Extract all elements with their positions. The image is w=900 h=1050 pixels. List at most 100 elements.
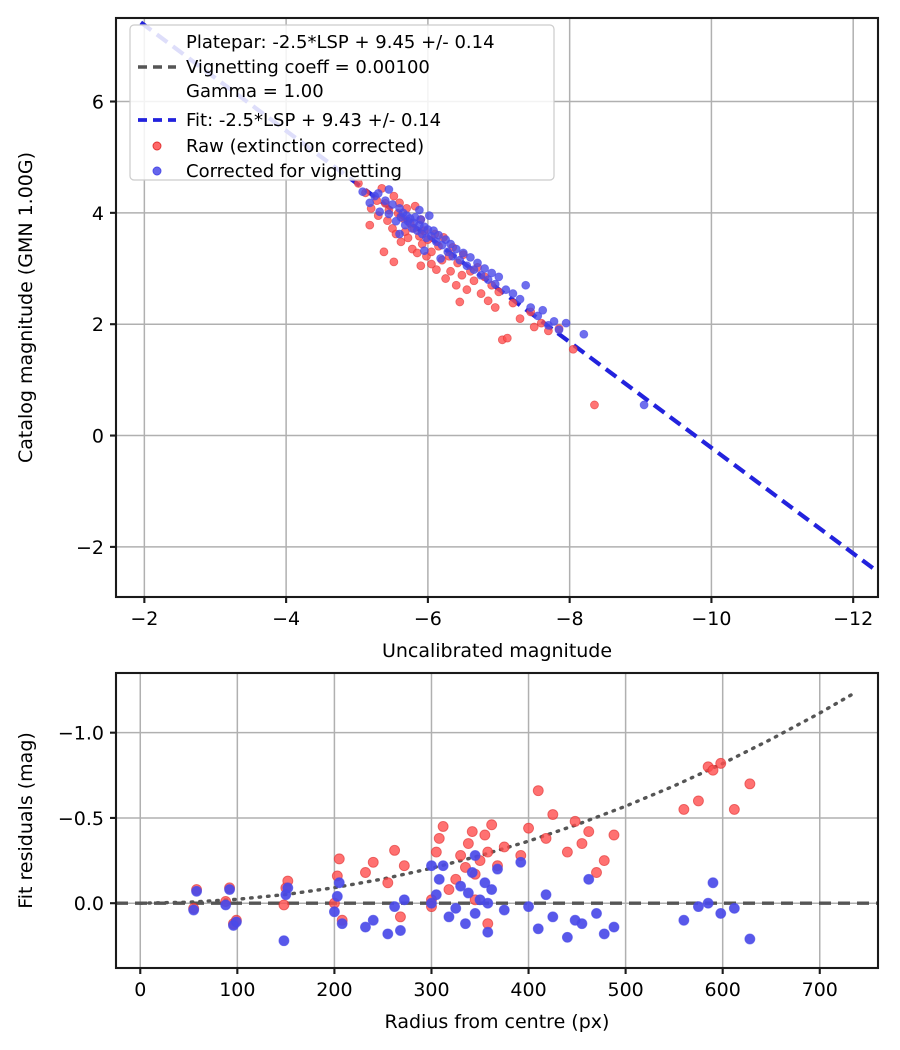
data-point: [336, 918, 348, 930]
data-point: [367, 856, 379, 868]
legend-marker-corrected-dot: [152, 166, 162, 176]
data-point: [469, 907, 481, 919]
main-xtick-label-1: −4: [272, 608, 300, 630]
data-point: [482, 897, 494, 909]
legend-label-2: Gamma = 1.00: [186, 81, 324, 102]
data-point: [498, 841, 510, 853]
data-point: [441, 274, 451, 283]
data-point: [188, 904, 200, 916]
data-point: [360, 867, 371, 878]
data-point: [515, 856, 527, 868]
data-point: [380, 196, 390, 206]
data-point: [398, 894, 410, 906]
data-point: [443, 884, 455, 896]
data-point: [389, 257, 399, 267]
data-point: [482, 926, 494, 938]
data-point: [579, 329, 589, 339]
data-point: [523, 822, 534, 834]
residuals-xlabel: Radius from centre (px): [385, 1011, 610, 1033]
res-xtick-label-2: 200: [316, 979, 352, 1001]
res-xtick-label-6: 600: [705, 979, 741, 1001]
data-point: [744, 933, 756, 945]
res-xtick-label-7: 700: [802, 979, 838, 1001]
data-point: [424, 211, 434, 221]
data-point: [384, 209, 394, 219]
residuals-scatter-corrected: [188, 850, 756, 947]
data-point: [521, 280, 531, 290]
data-point: [394, 911, 406, 923]
data-point: [373, 188, 383, 198]
data-point: [561, 931, 573, 943]
data-point: [702, 897, 714, 909]
data-point: [375, 207, 385, 217]
main-xtick-label-5: −12: [833, 608, 873, 630]
data-point: [492, 863, 503, 875]
data-point: [469, 276, 479, 286]
data-point: [540, 832, 552, 844]
data-point: [678, 914, 690, 926]
data-point: [508, 289, 518, 298]
data-point: [365, 198, 375, 208]
data-point: [462, 887, 474, 899]
data-point: [476, 270, 486, 280]
fit-line: [139, 20, 880, 574]
data-point: [455, 850, 467, 861]
data-point: [431, 265, 441, 275]
data-point: [446, 266, 455, 276]
data-point: [328, 906, 340, 918]
main-xtick-label-3: −8: [556, 608, 584, 630]
data-point: [398, 860, 410, 872]
data-point: [451, 280, 461, 290]
data-point: [278, 899, 290, 911]
data-point: [389, 191, 399, 201]
data-point: [501, 285, 511, 295]
data-point: [426, 897, 437, 909]
main-xtick-label-0: −2: [130, 608, 158, 630]
data-point: [278, 935, 290, 947]
data-point: [457, 270, 467, 280]
data-point: [576, 838, 588, 849]
main-legend: Platepar: -2.5*LSP + 9.45 +/- 0.14 Vignet…: [129, 24, 555, 182]
data-point: [394, 925, 406, 936]
data-point: [426, 860, 437, 872]
data-point: [483, 275, 493, 285]
data-point: [639, 400, 649, 410]
data-point: [476, 289, 486, 298]
data-point: [446, 239, 455, 249]
data-point: [598, 928, 610, 940]
data-point: [419, 246, 429, 256]
data-point: [382, 877, 394, 889]
res-ytick-label-1: −0.5: [58, 808, 104, 830]
main-ytick-label-1: 0: [92, 426, 104, 448]
res-xtick-label-4: 400: [510, 979, 546, 1001]
main-ytick-label-2: 2: [92, 314, 104, 336]
main-xlabel: Uncalibrated magnitude: [382, 640, 612, 662]
data-point: [473, 258, 482, 268]
res-ytick-label-0: 0.0: [74, 893, 104, 915]
data-point: [384, 185, 394, 194]
data-point: [333, 853, 345, 865]
data-point: [224, 884, 236, 896]
data-point: [331, 890, 343, 902]
data-point: [455, 297, 465, 307]
data-point: [486, 819, 498, 831]
data-point: [466, 867, 478, 878]
data-point: [458, 248, 468, 258]
data-point: [430, 846, 442, 858]
data-point: [533, 311, 543, 321]
data-point: [414, 205, 424, 215]
data-point: [568, 344, 578, 354]
data-point: [403, 233, 413, 243]
data-point: [455, 255, 465, 265]
data-point: [469, 265, 479, 275]
data-point: [526, 303, 536, 312]
data-point: [728, 803, 740, 815]
res-xtick-label-0: 0: [134, 979, 146, 1001]
data-point: [388, 200, 397, 209]
data-point: [515, 294, 525, 304]
data-point: [591, 907, 602, 919]
data-point: [282, 882, 294, 894]
data-point: [466, 826, 478, 838]
data-point: [448, 251, 458, 261]
